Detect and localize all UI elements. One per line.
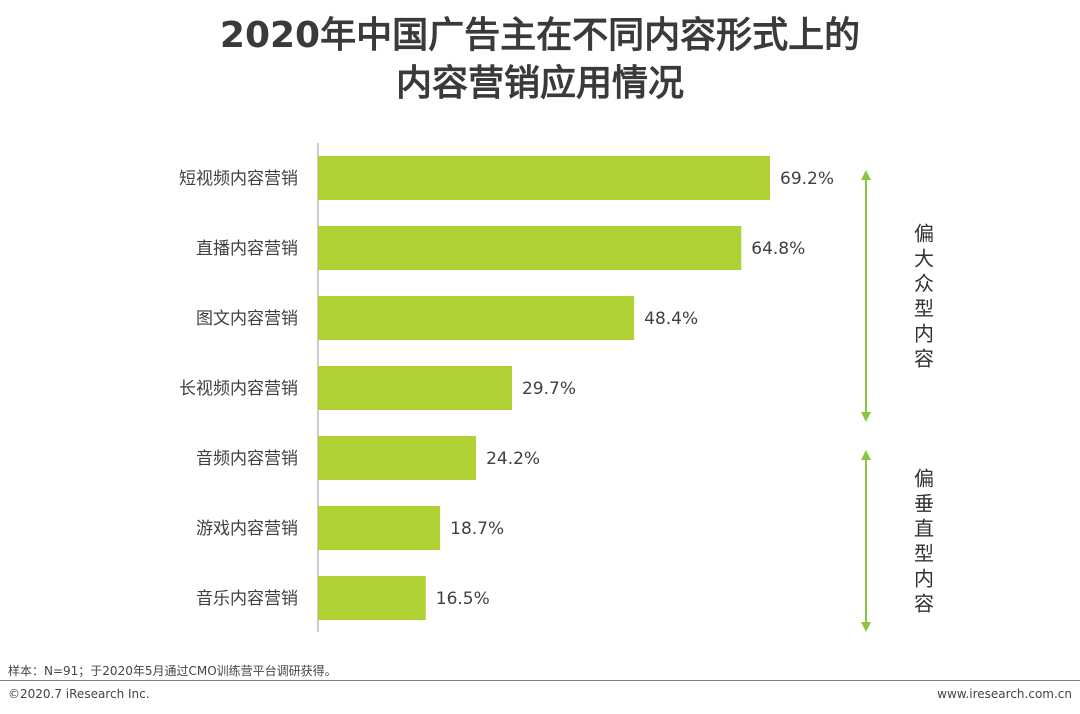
group-label-char: 内 (914, 567, 934, 591)
category-label: 音频内容营销 (196, 449, 298, 469)
website-url: www.iresearch.com.cn (937, 687, 1072, 701)
value-label: 29.7% (522, 379, 576, 399)
footer-divider (0, 680, 1080, 681)
value-label: 64.8% (751, 239, 805, 259)
arrow-head-down-icon (861, 412, 871, 422)
bar (318, 226, 742, 270)
category-label: 音乐内容营销 (196, 589, 298, 609)
value-label: 48.4% (644, 309, 698, 329)
group-label-char: 容 (914, 592, 934, 616)
group-label-char: 大 (914, 247, 934, 271)
chart-title-line-2: 内容营销应用情况 (395, 63, 684, 104)
arrow-head-up-icon (861, 450, 871, 460)
group-label-char: 容 (914, 347, 934, 371)
bar (318, 436, 477, 480)
group-label-char: 型 (914, 297, 934, 321)
value-label: 16.5% (436, 589, 490, 609)
category-label: 图文内容营销 (196, 309, 298, 329)
category-label: 短视频内容营销 (179, 169, 298, 189)
sample-note: 样本：N=91；于2020年5月通过CMO训练营平台调研获得。 (8, 664, 337, 678)
value-label: 24.2% (486, 449, 540, 469)
copyright-text: ©2020.7 iResearch Inc. (8, 687, 150, 701)
group-label-char: 直 (914, 517, 934, 541)
bar (318, 296, 635, 340)
bar (318, 156, 770, 200)
chart-title-line-1: 2020年中国广告主在不同内容形式上的 (219, 15, 861, 56)
bar (318, 366, 512, 410)
value-label: 69.2% (780, 169, 834, 189)
group-label-char: 众 (914, 272, 934, 296)
group-label-char: 垂 (914, 492, 934, 516)
bar-chart: 短视频内容营销 69.2% 直播内容营销 64.8% 图文内容营销 48.4% 长视频内容营… (179, 143, 934, 632)
category-label: 长视频内容营销 (179, 379, 298, 399)
category-label: 直播内容营销 (196, 239, 298, 259)
arrow-head-down-icon (861, 622, 871, 632)
group-label-char: 偏 (914, 467, 934, 491)
arrow-head-up-icon (861, 170, 871, 180)
group-label-char: 型 (914, 542, 934, 566)
category-label: 游戏内容营销 (196, 519, 298, 539)
group-label-char: 偏 (914, 222, 934, 246)
value-label: 18.7% (450, 519, 504, 539)
bar (318, 576, 426, 620)
bar (318, 506, 441, 550)
group-label-char: 内 (914, 322, 934, 346)
